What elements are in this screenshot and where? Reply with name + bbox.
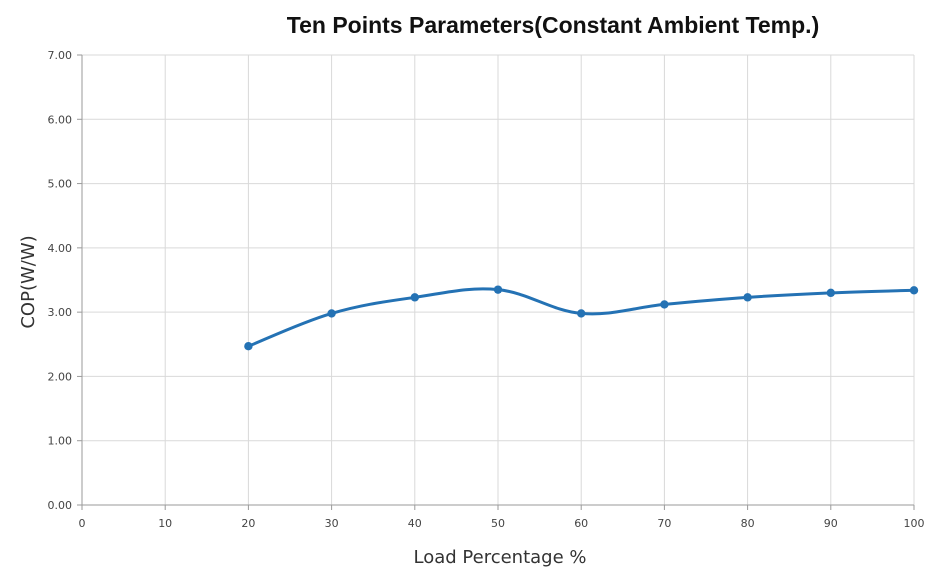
data-point xyxy=(909,286,919,295)
x-tick-label: 50 xyxy=(491,517,505,530)
data-point xyxy=(577,309,586,318)
data-point xyxy=(743,293,752,302)
data-point xyxy=(493,285,503,294)
chart-title: Ten Points Parameters(Constant Ambient T… xyxy=(287,12,819,38)
y-tick-label: 2.00 xyxy=(48,370,73,383)
y-tick-label: 5.00 xyxy=(48,178,73,191)
data-point xyxy=(826,288,835,298)
tick-labels: 0 10 20 30 40 50 60 70 80 90 100 0.00 1.00 2.00 3.00 4.… xyxy=(48,49,925,530)
y-tick-label: 7.00 xyxy=(48,49,73,62)
data-point xyxy=(660,300,669,309)
x-tick-label: 100 xyxy=(904,517,925,530)
axes xyxy=(77,54,915,510)
grid xyxy=(82,54,915,505)
x-tick-label: 0 xyxy=(79,517,86,530)
y-tick-label: 4.00 xyxy=(48,242,73,255)
data-point xyxy=(244,342,253,351)
data-point xyxy=(327,309,336,318)
x-tick-label: 90 xyxy=(824,517,838,530)
x-tick-label: 40 xyxy=(408,517,422,530)
x-tick-label: 10 xyxy=(158,517,172,530)
y-tick-label: 3.00 xyxy=(48,306,73,319)
x-tick-label: 80 xyxy=(741,517,755,530)
x-axis-label: Load Percentage % xyxy=(414,547,587,568)
y-tick-label: 1.00 xyxy=(48,435,73,448)
data-point xyxy=(410,293,419,302)
y-tick-label: 0.00 xyxy=(48,499,73,512)
y-tick-label: 6.00 xyxy=(48,113,73,126)
x-tick-label: 30 xyxy=(325,517,339,530)
x-tick-label: 70 xyxy=(657,517,671,530)
x-tick-label: 20 xyxy=(241,517,255,530)
series-layer xyxy=(244,285,919,351)
x-tick-label: 60 xyxy=(574,517,588,530)
y-axis-label: COP(W/W) xyxy=(18,235,39,328)
